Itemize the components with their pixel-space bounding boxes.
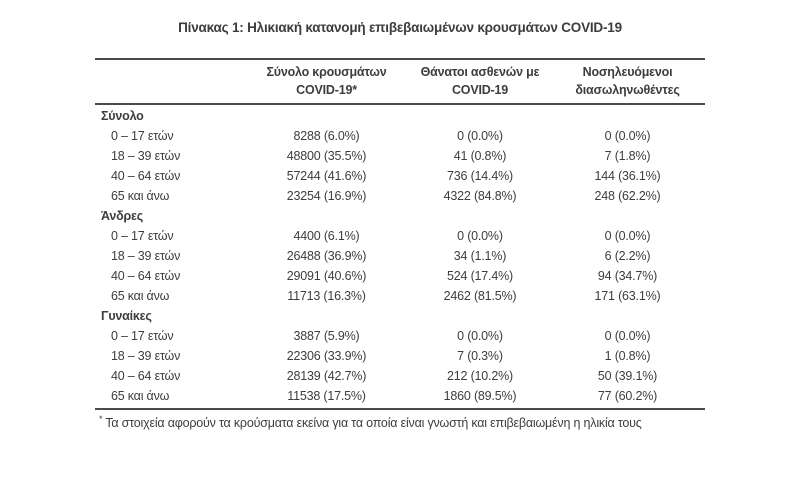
deaths-value: 4322 (84.8%) xyxy=(443,189,517,203)
header-total-cases-line2: COVID-19* xyxy=(296,83,357,97)
row-label: 0 – 17 ετών xyxy=(111,129,174,143)
cases-value: 57244 (41.6%) xyxy=(286,169,367,183)
cases-value: 3887 (5.9%) xyxy=(293,329,360,343)
header-total-cases-line1: Σύνολο κρουσμάτων xyxy=(266,65,387,79)
header-intubated-line2: διασωληνωθέντες xyxy=(575,83,680,97)
intubated-value: 1 (0.8%) xyxy=(604,349,651,363)
deaths-value: 7 (0.3%) xyxy=(457,349,503,363)
intubated-value: 50 (39.1%) xyxy=(597,369,658,383)
header-deaths-line2: COVID-19 xyxy=(451,83,509,97)
table-row: 40 – 64 ετών 57244 (41.6%) 736 (14.4%) 1… xyxy=(95,166,705,186)
cases-value: 11538 (17.5%) xyxy=(287,389,366,403)
deaths-value: 41 (0.8%) xyxy=(453,149,507,163)
table-row: 0 – 17 ετών 4400 (6.1%) 0 (0.0%) 0 (0.0%… xyxy=(95,226,705,246)
table-row: 0 – 17 ετών 8288 (6.0%) 0 (0.0%) 0 (0.0%… xyxy=(95,126,705,146)
intubated-value: 0 (0.0%) xyxy=(604,129,651,143)
cases-value: 26488 (36.9%) xyxy=(286,249,367,263)
deaths-value: 0 (0.0%) xyxy=(457,129,503,143)
cases-value: 48800 (35.5%) xyxy=(286,149,367,163)
table-row: 18 – 39 ετών 22306 (33.9%) 7 (0.3%) 1 (0… xyxy=(95,346,705,366)
row-label: 40 – 64 ετών xyxy=(111,269,181,283)
cases-value: 28139 (42.7%) xyxy=(286,369,367,383)
table-footnote: * Τα στοιχεία αφορούν τα κρούσματα εκείνα… xyxy=(95,410,705,430)
intubated-value: 6 (2.2%) xyxy=(604,249,651,263)
row-label: 40 – 64 ετών xyxy=(111,369,181,383)
row-label: 18 – 39 ετών xyxy=(111,149,181,163)
row-label: 0 – 17 ετών xyxy=(111,329,174,343)
table-header-row: Σύνολο κρουσμάτων COVID-19* Θάνατοι ασθε… xyxy=(95,60,705,105)
header-total-cases: Σύνολο κρουσμάτων COVID-19* xyxy=(243,63,410,99)
deaths-value: 0 (0.0%) xyxy=(457,329,503,343)
row-label: 65 και άνω xyxy=(111,189,170,203)
table-title: Πίνακας 1: Ηλικιακή κατανομή επιβεβαιωμέ… xyxy=(178,20,622,35)
intubated-value: 248 (62.2%) xyxy=(594,189,661,203)
section-header-men: Άνδρες xyxy=(95,206,705,226)
table-row: 40 – 64 ετών 29091 (40.6%) 524 (17.4%) 9… xyxy=(95,266,705,286)
cases-value: 29091 (40.6%) xyxy=(286,269,367,283)
table-row: 65 και άνω 11713 (16.3%) 2462 (81.5%) 17… xyxy=(95,286,705,306)
table-row: 18 – 39 ετών 26488 (36.9%) 34 (1.1%) 6 (… xyxy=(95,246,705,266)
cases-value: 4400 (6.1%) xyxy=(293,229,360,243)
footnote-marker: * xyxy=(99,414,103,424)
row-label: 18 – 39 ετών xyxy=(111,349,181,363)
section-header-total: Σύνολο xyxy=(95,106,705,126)
intubated-value: 94 (34.7%) xyxy=(597,269,658,283)
intubated-value: 144 (36.1%) xyxy=(594,169,661,183)
table-row: 65 και άνω 23254 (16.9%) 4322 (84.8%) 24… xyxy=(95,186,705,206)
intubated-value: 0 (0.0%) xyxy=(604,329,651,343)
table-body: Σύνολο 0 – 17 ετών 8288 (6.0%) 0 (0.0%) … xyxy=(95,105,705,410)
header-intubated-line1: Νοσηλευόμενοι xyxy=(582,65,673,79)
intubated-value: 7 (1.8%) xyxy=(604,149,651,163)
section-header-women: Γυναίκες xyxy=(95,306,705,326)
table-row: 65 και άνω 11538 (17.5%) 1860 (89.5%) 77… xyxy=(95,386,705,406)
row-label: 0 – 17 ετών xyxy=(111,229,174,243)
deaths-value: 2462 (81.5%) xyxy=(443,289,517,303)
intubated-value: 171 (63.1%) xyxy=(594,289,661,303)
deaths-value: 0 (0.0%) xyxy=(457,229,503,243)
section-label: Άνδρες xyxy=(101,209,144,223)
cases-value: 23254 (16.9%) xyxy=(286,189,367,203)
section-label: Σύνολο xyxy=(101,109,144,123)
deaths-value: 212 (10.2%) xyxy=(447,369,513,383)
row-label: 65 και άνω xyxy=(111,389,170,403)
intubated-value: 77 (60.2%) xyxy=(597,389,658,403)
cases-value: 22306 (33.9%) xyxy=(286,349,367,363)
deaths-value: 736 (14.4%) xyxy=(447,169,513,183)
row-label: 65 και άνω xyxy=(111,289,170,303)
deaths-value: 1860 (89.5%) xyxy=(443,389,517,403)
cases-value: 11713 (16.3%) xyxy=(287,289,366,303)
header-deaths-line1: Θάνατοι ασθενών με xyxy=(420,65,540,79)
header-deaths: Θάνατοι ασθενών με COVID-19 xyxy=(410,63,550,99)
row-label: 18 – 39 ετών xyxy=(111,249,181,263)
intubated-value: 0 (0.0%) xyxy=(604,229,651,243)
footnote-text: Τα στοιχεία αφορούν τα κρούσματα εκείνα … xyxy=(105,416,642,431)
header-intubated: Νοσηλευόμενοι διασωληνωθέντες xyxy=(550,63,705,99)
table-row: 0 – 17 ετών 3887 (5.9%) 0 (0.0%) 0 (0.0%… xyxy=(95,326,705,346)
section-label: Γυναίκες xyxy=(101,309,152,323)
table-row: 18 – 39 ετών 48800 (35.5%) 41 (0.8%) 7 (… xyxy=(95,146,705,166)
deaths-value: 34 (1.1%) xyxy=(453,249,507,263)
covid-age-distribution-table: Σύνολο κρουσμάτων COVID-19* Θάνατοι ασθε… xyxy=(95,58,705,430)
table-row: 40 – 64 ετών 28139 (42.7%) 212 (10.2%) 5… xyxy=(95,366,705,386)
row-label: 40 – 64 ετών xyxy=(111,169,181,183)
deaths-value: 524 (17.4%) xyxy=(447,269,513,283)
cases-value: 8288 (6.0%) xyxy=(293,129,360,143)
